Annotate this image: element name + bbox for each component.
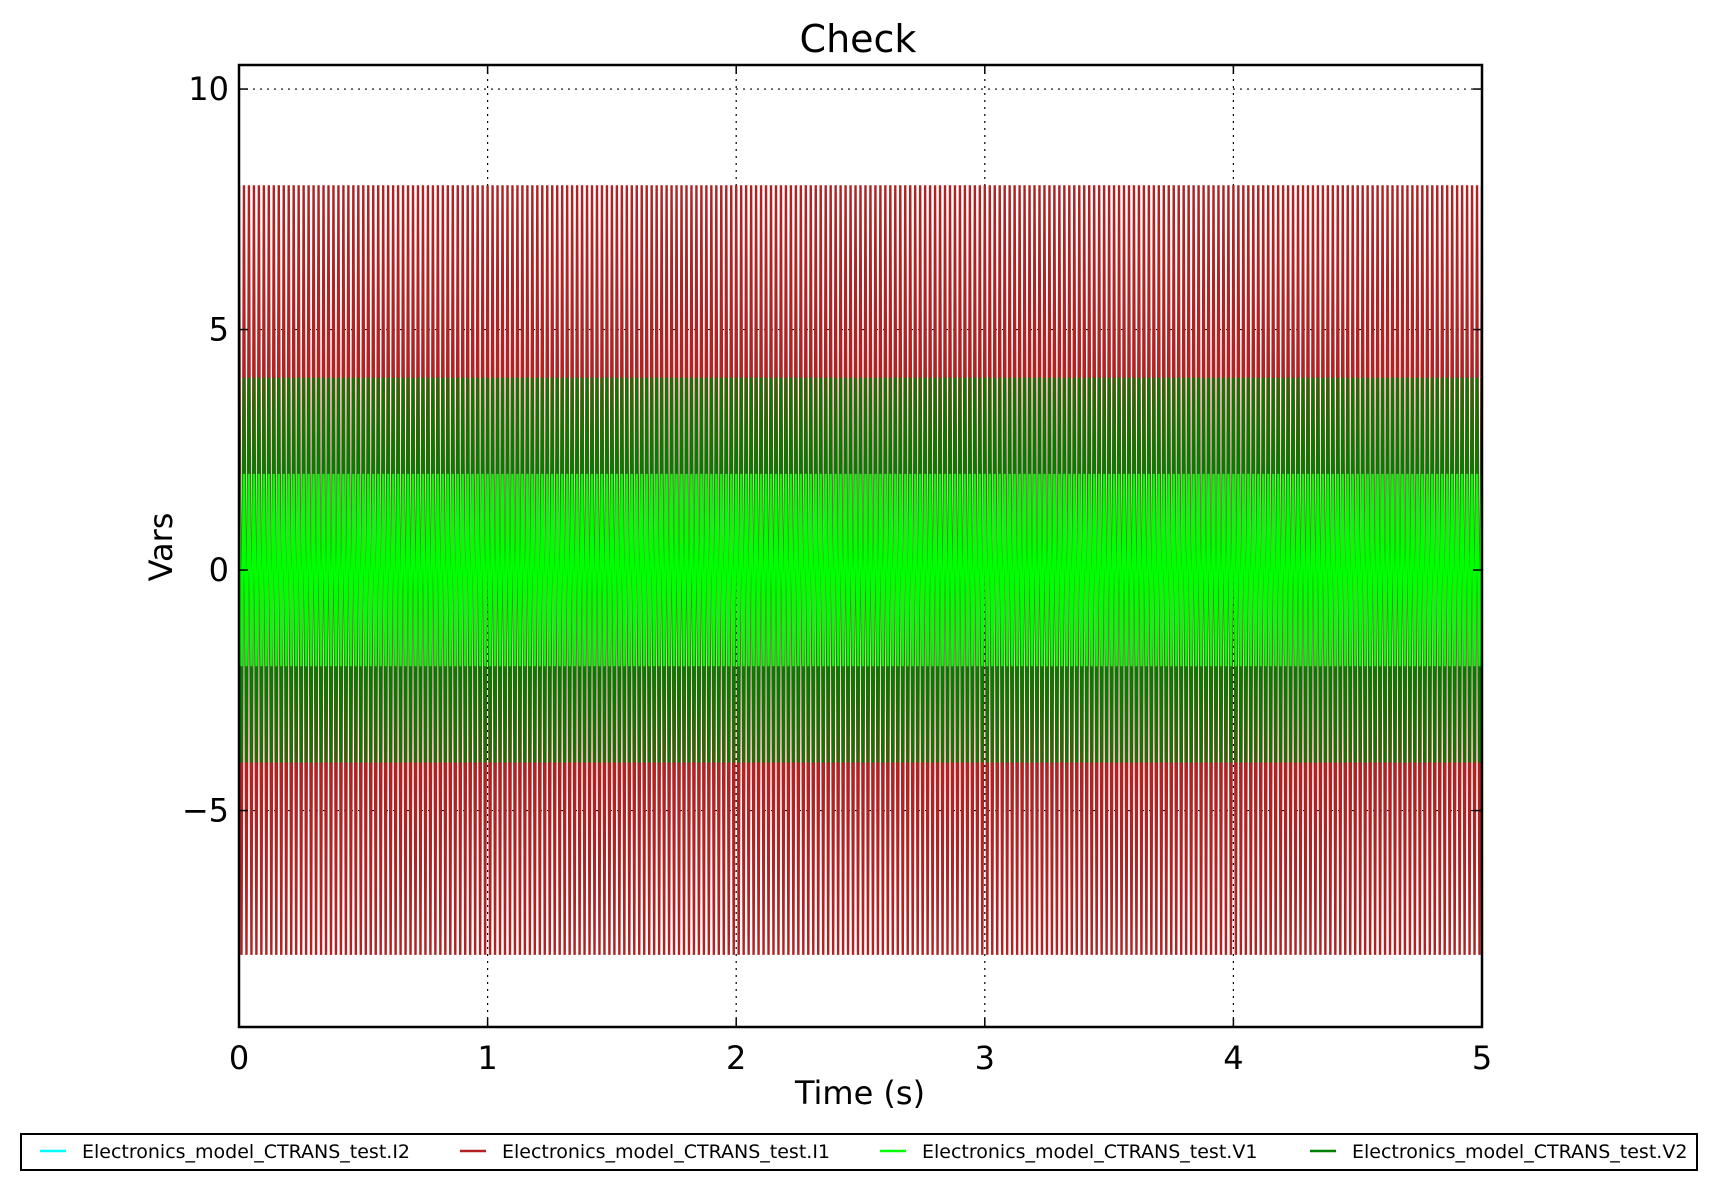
plot-frame: [237, 63, 1484, 1029]
x-axis-label: Time (s): [794, 1074, 925, 1112]
legend-label: Electronics_model_CTRANS_test.V1: [922, 1141, 1257, 1163]
x-tick-label: 2: [726, 1039, 746, 1077]
y-tick-label: −5: [182, 792, 229, 830]
legend-frame: [20, 1133, 1698, 1171]
axis-ticks: 0 1 2 3 4 5 −5 0 5 10: [182, 65, 1492, 1077]
legend-label: Electronics_model_CTRANS_test.I2: [82, 1141, 410, 1163]
y-tick-label: 10: [188, 70, 229, 108]
series-line: [239, 473, 1482, 667]
y-axis-label: Vars: [142, 513, 180, 582]
x-tick-label: 3: [975, 1039, 995, 1077]
legend-label: Electronics_model_CTRANS_test.V2: [1352, 1141, 1687, 1163]
x-tick-label: 1: [477, 1039, 497, 1077]
x-tick-label: 5: [1472, 1039, 1492, 1077]
x-tick-label: 4: [1223, 1039, 1243, 1077]
legend-label: Electronics_model_CTRANS_test.I1: [502, 1141, 830, 1163]
series-line: [239, 377, 1482, 763]
x-tick-label: 0: [229, 1039, 249, 1077]
chart-title: Check: [800, 17, 917, 61]
legend: Electronics_model_CTRANS_test.I2 Electron…: [20, 1133, 1698, 1171]
series-line: [239, 185, 1482, 955]
y-tick-label: 5: [209, 311, 229, 349]
y-tick-label: 0: [209, 551, 229, 589]
series-layer: [239, 185, 1482, 955]
